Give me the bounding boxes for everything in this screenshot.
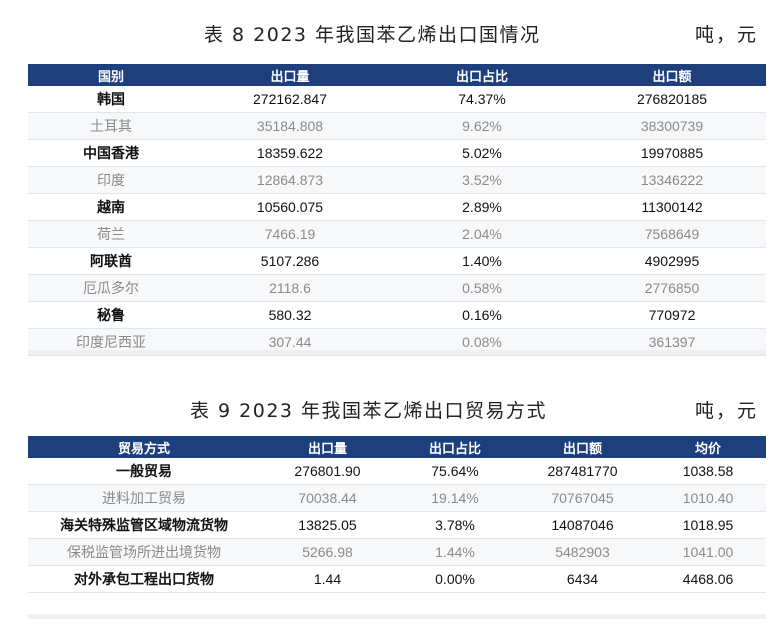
- value-cell: 1.40%: [386, 247, 578, 275]
- value-cell: 770972: [578, 301, 766, 329]
- value-cell: 287481770: [515, 458, 650, 485]
- row-label-cell: 秘鲁: [28, 301, 194, 329]
- column-header: 出口占比: [386, 64, 578, 86]
- table-row: 保税监管场所进出境货物 5266.98 1.44% 5482903 1041.00: [28, 538, 766, 566]
- table-row: 一般贸易 276801.90 75.64% 287481770 1038.58: [28, 458, 766, 485]
- table8-bottom-shade: [28, 350, 766, 355]
- value-cell: 0.16%: [386, 301, 578, 329]
- column-header: 出口额: [578, 64, 766, 86]
- value-cell: 2118.6: [194, 274, 386, 302]
- trade-mode-table: 贸易方式 出口量 出口占比 出口额 均价 一般贸易 276801.90 75.64% 2874…: [28, 436, 766, 593]
- column-header: 出口占比: [395, 436, 515, 458]
- row-label-cell: 越南: [28, 193, 194, 221]
- value-cell: 4902995: [578, 247, 766, 275]
- value-cell: 276820185: [578, 86, 766, 113]
- table9-caption: 表 9 2023 年我国苯乙烯出口贸易方式: [190, 400, 548, 422]
- value-cell: 0.58%: [386, 274, 578, 302]
- column-header: 出口量: [260, 436, 395, 458]
- table9-unit: 吨，元: [695, 400, 759, 422]
- value-cell: 5266.98: [260, 538, 395, 566]
- column-header: 出口量: [194, 64, 386, 86]
- table-header-row: 贸易方式 出口量 出口占比 出口额 均价: [28, 436, 766, 458]
- value-cell: 1018.95: [650, 511, 766, 539]
- row-label-cell: 一般贸易: [28, 458, 260, 485]
- table-row: 越南 10560.075 2.89% 11300142: [28, 193, 766, 221]
- value-cell: 10560.075: [194, 193, 386, 221]
- row-label-cell: 保税监管场所进出境货物: [28, 538, 260, 566]
- value-cell: 12864.873: [194, 166, 386, 194]
- value-cell: 3.52%: [386, 166, 578, 194]
- table-row: 土耳其 35184.808 9.62% 38300739: [28, 112, 766, 140]
- column-header: 均价: [650, 436, 766, 458]
- value-cell: 0.00%: [395, 565, 515, 593]
- value-cell: 74.37%: [386, 86, 578, 113]
- value-cell: 13346222: [578, 166, 766, 194]
- value-cell: 11300142: [578, 193, 766, 221]
- column-header: 贸易方式: [28, 436, 260, 458]
- row-label-cell: 韩国: [28, 86, 194, 113]
- table-row: 阿联酋 5107.286 1.40% 4902995: [28, 247, 766, 275]
- table8-caption: 表 8 2023 年我国苯乙烯出口国情况: [204, 24, 541, 46]
- value-cell: 7568649: [578, 220, 766, 248]
- value-cell: 1041.00: [650, 538, 766, 566]
- row-label-cell: 土耳其: [28, 112, 194, 140]
- row-label-cell: 阿联酋: [28, 247, 194, 275]
- value-cell: 6434: [515, 565, 650, 593]
- value-cell: 14087046: [515, 511, 650, 539]
- table8-unit: 吨，元: [695, 24, 759, 46]
- column-header: 出口额: [515, 436, 650, 458]
- value-cell: 19.14%: [395, 484, 515, 512]
- row-label-cell: 厄瓜多尔: [28, 274, 194, 302]
- column-header: 国别: [28, 64, 194, 86]
- value-cell: 1.44: [260, 565, 395, 593]
- row-label-cell: 中国香港: [28, 139, 194, 167]
- value-cell: 75.64%: [395, 458, 515, 485]
- value-cell: 5107.286: [194, 247, 386, 275]
- table-row: 厄瓜多尔 2118.6 0.58% 2776850: [28, 274, 766, 302]
- value-cell: 272162.847: [194, 86, 386, 113]
- row-label-cell: 荷兰: [28, 220, 194, 248]
- value-cell: 1.44%: [395, 538, 515, 566]
- value-cell: 580.32: [194, 301, 386, 329]
- table-row: 海关特殊监管区域物流货物 13825.05 3.78% 14087046 1018.95: [28, 511, 766, 539]
- table-row: 秘鲁 580.32 0.16% 770972: [28, 301, 766, 329]
- value-cell: 2.04%: [386, 220, 578, 248]
- row-label-cell: 印度: [28, 166, 194, 194]
- value-cell: 9.62%: [386, 112, 578, 140]
- row-label-cell: 海关特殊监管区域物流货物: [28, 511, 260, 539]
- value-cell: 4468.06: [650, 565, 766, 593]
- value-cell: 7466.19: [194, 220, 386, 248]
- table9-bottom-shade: [28, 614, 766, 619]
- row-label-cell: 进料加工贸易: [28, 484, 260, 512]
- table-row: 中国香港 18359.622 5.02% 19970885: [28, 139, 766, 167]
- value-cell: 5482903: [515, 538, 650, 566]
- value-cell: 70767045: [515, 484, 650, 512]
- table-row: 印度 12864.873 3.52% 13346222: [28, 166, 766, 194]
- value-cell: 70038.44: [260, 484, 395, 512]
- value-cell: 19970885: [578, 139, 766, 167]
- table-header-row: 国别 出口量 出口占比 出口额: [28, 64, 766, 86]
- value-cell: 2776850: [578, 274, 766, 302]
- value-cell: 1010.40: [650, 484, 766, 512]
- value-cell: 35184.808: [194, 112, 386, 140]
- value-cell: 1038.58: [650, 458, 766, 485]
- table-row: 对外承包工程出口货物 1.44 0.00% 6434 4468.06: [28, 565, 766, 593]
- value-cell: 3.78%: [395, 511, 515, 539]
- row-label-cell: 对外承包工程出口货物: [28, 565, 260, 593]
- value-cell: 13825.05: [260, 511, 395, 539]
- table-row: 进料加工贸易 70038.44 19.14% 70767045 1010.40: [28, 484, 766, 512]
- value-cell: 5.02%: [386, 139, 578, 167]
- export-country-table: 国别 出口量 出口占比 出口额 韩国 272162.847 74.37% 276820185…: [28, 64, 766, 356]
- table-row: 韩国 272162.847 74.37% 276820185: [28, 86, 766, 113]
- table-row: 荷兰 7466.19 2.04% 7568649: [28, 220, 766, 248]
- value-cell: 18359.622: [194, 139, 386, 167]
- value-cell: 276801.90: [260, 458, 395, 485]
- value-cell: 38300739: [578, 112, 766, 140]
- value-cell: 2.89%: [386, 193, 578, 221]
